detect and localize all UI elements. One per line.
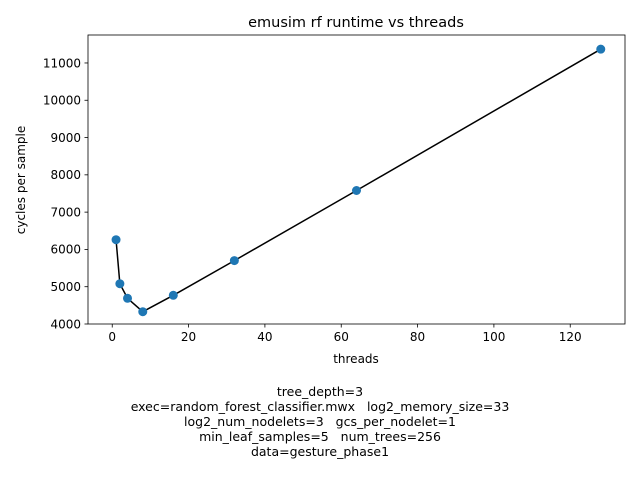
y-tick-label: 5000 bbox=[50, 280, 81, 294]
caption-line: min_leaf_samples=5 num_trees=256 bbox=[199, 429, 441, 444]
data-point bbox=[123, 293, 133, 303]
x-tick-label: 40 bbox=[257, 330, 272, 344]
data-point bbox=[596, 44, 606, 54]
data-point bbox=[168, 290, 178, 300]
y-tick-label: 8000 bbox=[50, 168, 81, 182]
y-axis: 4000 5000 6000 7000 8000 9000 10000 11000 bbox=[43, 56, 88, 331]
x-tick-label: 60 bbox=[334, 330, 349, 344]
y-tick-label: 11000 bbox=[43, 56, 81, 70]
caption-line: exec=random_forest_classifier.mwx log2_m… bbox=[130, 399, 510, 414]
x-axis-label: threads bbox=[333, 352, 379, 366]
y-tick-label: 10000 bbox=[43, 94, 81, 108]
data-point bbox=[138, 307, 148, 317]
chart-title: emusim rf runtime vs threads bbox=[248, 15, 464, 31]
x-tick-label: 0 bbox=[108, 330, 116, 344]
x-tick-label: 100 bbox=[482, 330, 505, 344]
y-tick-label: 7000 bbox=[50, 205, 81, 219]
data-point bbox=[352, 186, 361, 196]
x-tick-label: 20 bbox=[181, 330, 196, 344]
y-axis-label: cycles per sample bbox=[14, 126, 28, 234]
data-point bbox=[229, 256, 239, 266]
x-tick-label: 80 bbox=[410, 330, 425, 344]
axes-frame bbox=[87, 34, 626, 325]
caption-line: tree_depth=3 bbox=[276, 384, 364, 399]
y-tick-label: 6000 bbox=[50, 243, 81, 257]
y-tick-label: 9000 bbox=[50, 131, 81, 145]
x-axis: 0 20 40 60 80 100 120 bbox=[108, 324, 582, 344]
caption-line: log2_num_nodelets=3 gcs_per_nodelet=1 bbox=[184, 414, 456, 429]
caption-line: data=gesture_phase1 bbox=[250, 444, 390, 459]
data-point bbox=[111, 235, 121, 245]
chart: 0 20 40 60 80 100 120 4000 5000 6000 7000 8000 9000… bbox=[14, 15, 626, 366]
parameters-caption: tree_depth=3 exec=random_forest_classifi… bbox=[0, 384, 640, 459]
x-tick-label: 120 bbox=[559, 330, 582, 344]
data-point bbox=[115, 279, 125, 289]
series-line bbox=[115, 48, 602, 313]
plot-area bbox=[111, 44, 606, 317]
y-tick-label: 4000 bbox=[50, 317, 81, 331]
